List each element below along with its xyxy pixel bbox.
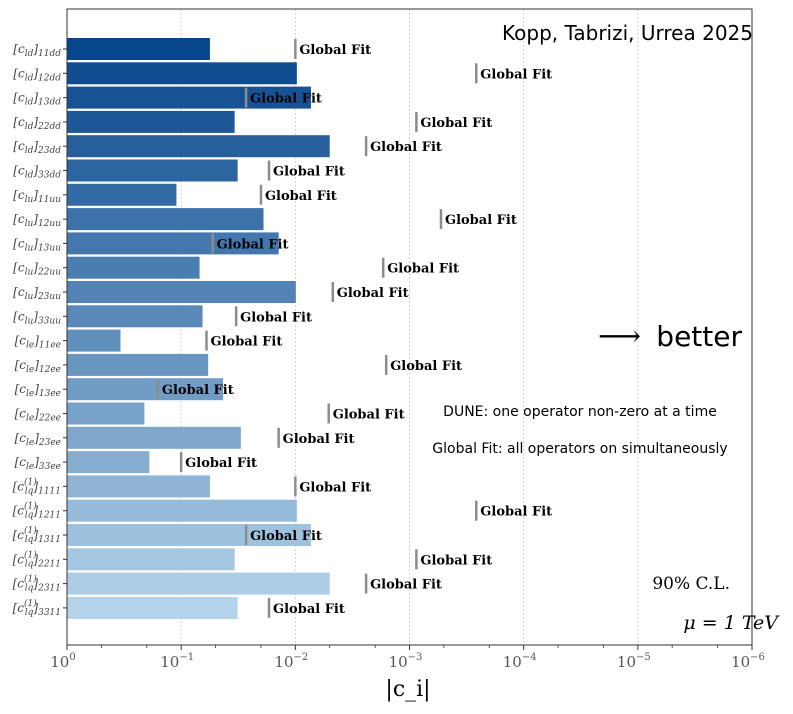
y-tick-label: [c(1) lq]2211 (13, 549, 61, 569)
global-fit-label: Global Fit (480, 67, 552, 82)
global-fit-label: Global Fit (445, 213, 517, 228)
global-fit-label: Global Fit (420, 116, 492, 131)
global-fit-label: Global Fit (185, 456, 257, 471)
y-tick-label: [c(1) lq]1211 (13, 501, 61, 521)
y-tick-label: [clu]12uu (13, 212, 61, 229)
global-fit-label: Global Fit (370, 578, 442, 593)
plot-frame (66, 8, 753, 646)
global-fit-label: Global Fit (387, 262, 459, 277)
y-tick-label: [cld]13dd (13, 91, 61, 108)
better-arrow: ⟶ (598, 319, 641, 354)
y-tick-label: [cle]33ee (15, 455, 61, 472)
x-tick-label: 10−2 (274, 652, 308, 671)
y-tick-label: [cld]22dd (13, 115, 61, 132)
global-fit-label: Global Fit (420, 553, 492, 568)
global-fit-label: Global Fit (265, 189, 337, 204)
global-fit-markers: Global Fit Global Fit Global Fit Global Fit… (156, 39, 552, 618)
x-axis-label: |c_i| (385, 677, 430, 702)
x-tick-label: 10−4 (503, 652, 537, 671)
dune-note: DUNE: one operator non-zero at a time (443, 404, 717, 420)
y-tick-label: [c(1) lq]1111 (13, 476, 61, 496)
dune-bar (67, 402, 145, 425)
dune-bar (67, 524, 311, 546)
dune-bar (67, 596, 238, 619)
y-tick-label: [cle]12ee (15, 358, 61, 375)
scale-label: μ = 1 TeV (683, 612, 780, 634)
global-fit-label: Global Fit (370, 140, 442, 155)
dune-bar (67, 499, 297, 522)
confidence-level-label: 90% C.L. (652, 574, 730, 594)
y-tick-label: [c(1) lq]2311 (13, 574, 61, 594)
dune-bar (67, 208, 264, 231)
dune-bar (67, 548, 235, 571)
dune-bar (67, 329, 121, 352)
global-fit-label: Global Fit (283, 432, 355, 447)
chart-title: Kopp, Tabrizi, Urrea 2025 (502, 21, 753, 45)
global-fit-label: Global Fit (273, 165, 345, 180)
bars (67, 38, 330, 619)
y-tick-label: [clu]11uu (13, 188, 61, 205)
dune-bar (67, 378, 224, 401)
dune-bar (67, 86, 311, 109)
dune-bar (67, 110, 235, 133)
global-fit-label: Global Fit (210, 335, 282, 350)
y-tick-label: [clu]13uu (13, 236, 61, 253)
better-label: better (656, 320, 742, 353)
y-tick-label: [cld]12dd (13, 66, 61, 83)
global-fit-label: Global Fit (240, 310, 312, 325)
global-fit-label: Global Fit (390, 359, 462, 374)
x-tick-label: 10−1 (160, 652, 194, 671)
dune-bar (67, 62, 297, 85)
y-tick-label: [cle]11ee (15, 334, 61, 351)
global-fit-label: Global Fit (333, 408, 405, 423)
y-tick-label: [cle]23ee (15, 431, 61, 448)
dune-bar (67, 353, 209, 376)
global-fit-label: Global Fit (273, 602, 345, 617)
dune-bar (67, 451, 150, 474)
y-tick-labels: [cld]11dd [cld]12dd [cld]13dd [cld]22dd [cld… (13, 42, 67, 618)
y-tick-label: [cld]33dd (13, 164, 61, 181)
y-tick-label: [cld]23dd (13, 139, 61, 156)
dune-bar (67, 159, 238, 182)
dune-bar (67, 135, 330, 158)
global-fit-label: Global Fit (337, 286, 409, 301)
dune-bar (67, 305, 203, 328)
dune-bar (67, 232, 279, 255)
x-tick-label: 100 (50, 652, 75, 671)
y-tick-label: [cld]11dd (13, 42, 61, 59)
y-tick-label: [cle]13ee (15, 382, 61, 399)
y-tick-label: [c(1) lq]1311 (13, 525, 61, 545)
dune-bar (67, 183, 177, 206)
y-tick-label: [clu]33uu (13, 309, 61, 326)
dune-bar (67, 256, 200, 279)
x-tick-label: 10−6 (731, 652, 765, 671)
y-tick-label: [cle]22ee (15, 407, 61, 424)
y-tick-label: [clu]23uu (13, 285, 61, 302)
dune-bar (67, 38, 210, 60)
dune-bar (67, 572, 330, 595)
x-tick-labels: 100 10−1 10−2 10−3 10−4 10−5 10−6 (50, 645, 765, 671)
global-fit-label: Global Fit (217, 237, 289, 252)
y-tick-label: [clu]22uu (13, 261, 61, 278)
dune-bar (67, 426, 241, 449)
global-fit-label: Global Fit (299, 43, 371, 58)
dune-bar (67, 281, 296, 303)
global-fit-label: Global Fit (480, 505, 552, 520)
global-fit-label: Global Fit (162, 383, 234, 398)
x-tick-label: 10−5 (617, 652, 651, 671)
global-fit-note: Global Fit: all operators on simultaneou… (432, 441, 727, 457)
dune-bar (67, 475, 210, 498)
x-tick-label: 10−3 (389, 652, 423, 671)
global-fit-label: Global Fit (299, 480, 371, 495)
y-tick-label: [c(1) lq]3311 (13, 598, 61, 618)
global-fit-label: Global Fit (250, 92, 322, 107)
global-fit-label: Global Fit (250, 529, 322, 544)
